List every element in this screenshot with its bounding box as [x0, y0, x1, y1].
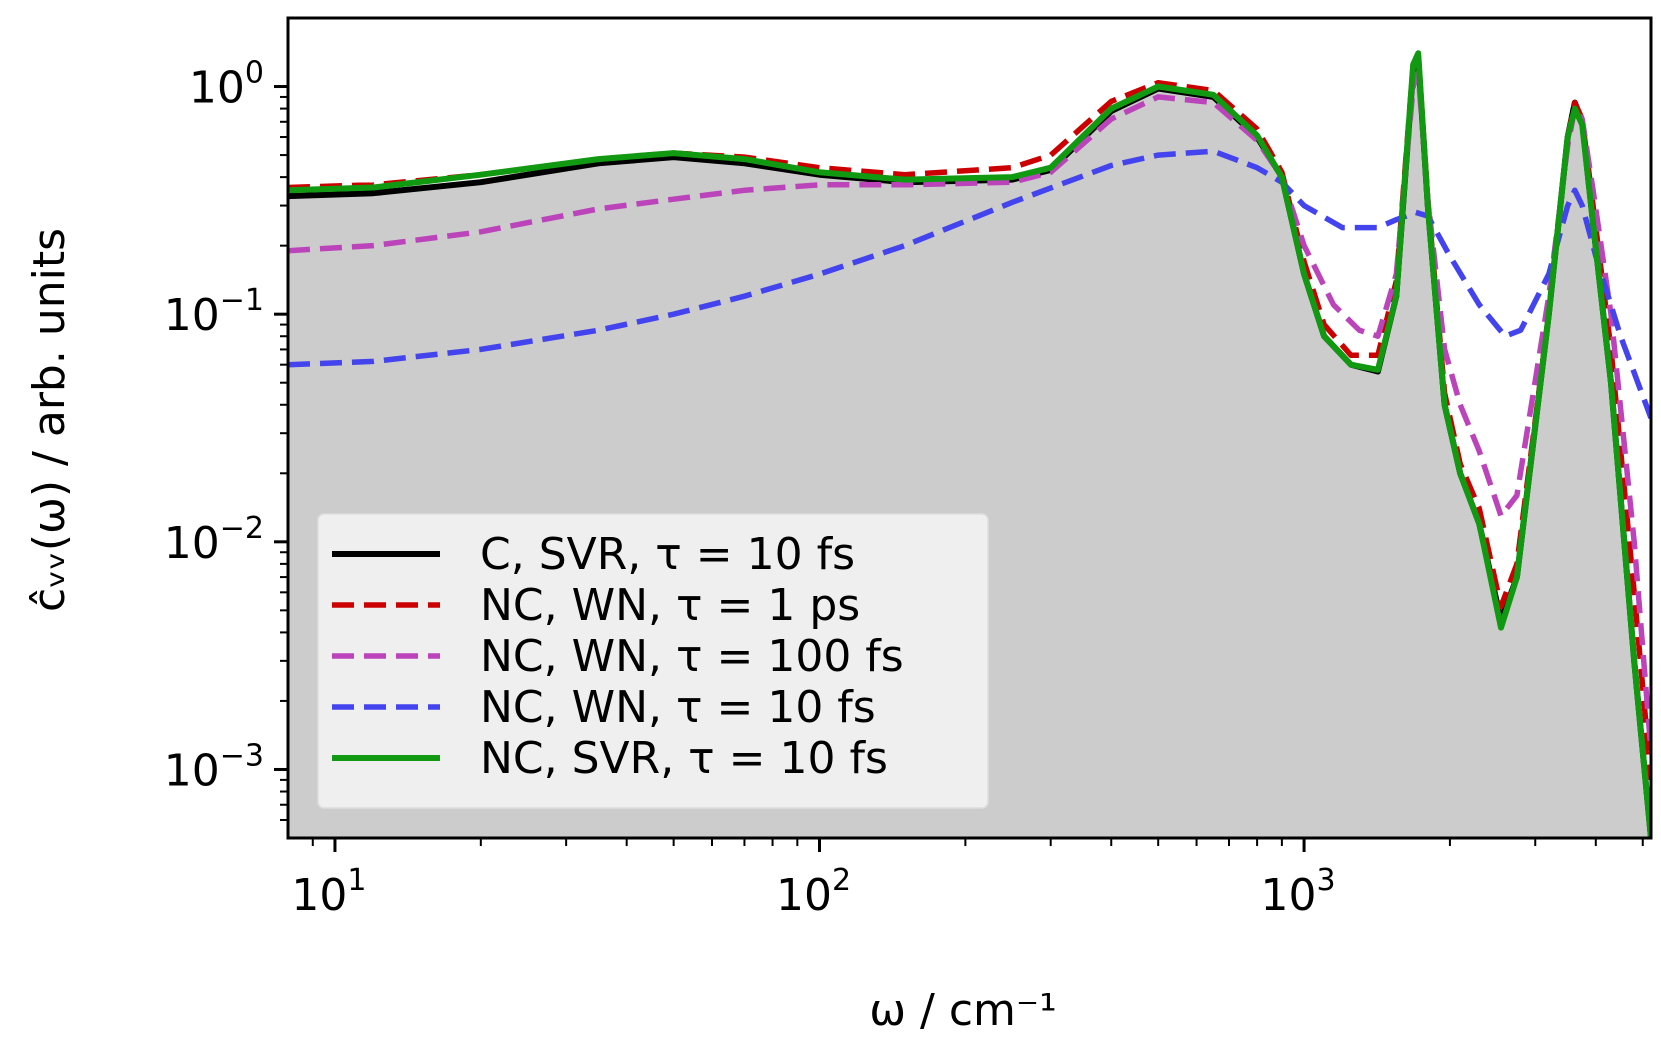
- axes: 101 102 103 100 10−1 10−2 10−3: [164, 16, 1653, 921]
- series-line-4: [288, 50, 1651, 838]
- legend-box: [317, 513, 989, 809]
- x-tick-label-2: 103: [1261, 863, 1336, 921]
- legend-label-1: NC, WN, τ = 1 ps: [480, 580, 860, 631]
- x-tick-label-1: 102: [776, 863, 851, 921]
- legend-label-3: NC, WN, τ = 10 fs: [480, 682, 876, 733]
- series-line-2: [288, 69, 1651, 752]
- plot-frame: [286, 16, 1653, 840]
- legend-label-2: NC, WN, τ = 100 fs: [480, 631, 904, 682]
- y-tick-label-0: 100: [189, 56, 264, 114]
- series-line-3: [288, 148, 1651, 419]
- y-tick-label-1: 10−1: [164, 283, 264, 341]
- legend-label-0: C, SVR, τ = 10 fs: [480, 529, 855, 580]
- x-axis-label: ω / cm⁻¹: [869, 985, 1057, 1036]
- legend-label-4: NC, SVR, τ = 10 fs: [480, 733, 888, 784]
- y-axis-label: ĉᵥᵥ(ω) / arb. units: [24, 228, 75, 612]
- y-tick-label-3: 10−3: [164, 738, 264, 796]
- x-tick-label-0: 101: [291, 863, 366, 921]
- y-tick-label-2: 10−2: [164, 511, 264, 569]
